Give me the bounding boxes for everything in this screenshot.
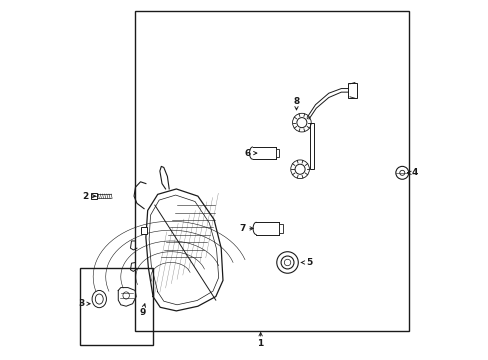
Text: 8: 8 [293,96,299,105]
Bar [279,224,282,233]
Text: 4: 4 [411,168,417,177]
Text: 6: 6 [244,149,251,158]
Text: 9: 9 [139,308,145,317]
Bar [80,268,153,345]
Bar [140,226,147,234]
Bar [275,149,278,157]
Bar [309,123,313,169]
Text: 5: 5 [305,258,311,267]
FancyBboxPatch shape [347,83,356,98]
Bar [135,12,408,330]
Ellipse shape [95,294,103,304]
Text: 3: 3 [78,299,84,308]
Ellipse shape [122,292,129,299]
Text: 7: 7 [239,224,245,233]
Ellipse shape [92,291,106,308]
Text: 1: 1 [257,339,263,348]
Text: 2: 2 [81,192,88,201]
Bar [91,193,97,199]
